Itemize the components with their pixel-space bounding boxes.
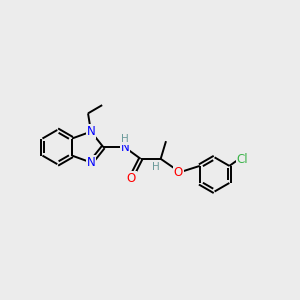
Text: O: O <box>174 166 183 179</box>
Text: N: N <box>121 141 129 154</box>
Text: Cl: Cl <box>236 153 248 166</box>
Text: H: H <box>121 134 129 144</box>
Text: N: N <box>87 125 95 138</box>
Text: O: O <box>126 172 136 185</box>
Text: N: N <box>87 156 95 169</box>
Text: H: H <box>152 162 159 172</box>
